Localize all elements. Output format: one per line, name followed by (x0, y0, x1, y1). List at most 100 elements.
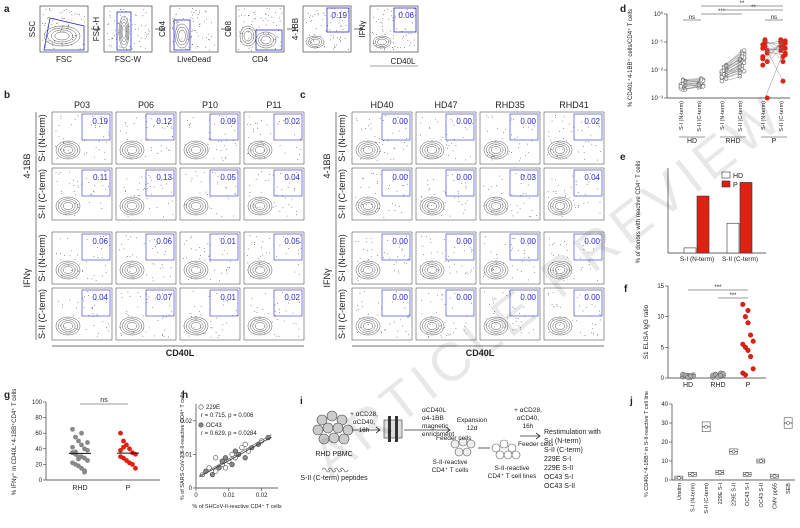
event-dot (445, 144, 447, 146)
cell-icon (466, 439, 476, 449)
event-dot (77, 181, 78, 183)
density-contour (424, 200, 440, 212)
event-dot (146, 198, 148, 199)
event-dot (98, 140, 100, 142)
event-dot (222, 159, 224, 161)
significance-label: ns (771, 15, 777, 21)
event-dot (379, 118, 381, 119)
data-point (242, 455, 248, 461)
data-point (239, 445, 245, 451)
event-dot (512, 323, 514, 325)
event-dot (579, 294, 581, 296)
x-tick-label: S-I (N-term) (679, 101, 685, 130)
event-dot (262, 20, 264, 22)
event-dot (105, 235, 107, 236)
event-dot (97, 335, 99, 337)
event-dot (222, 323, 224, 325)
event-dot (298, 253, 299, 254)
event-dot (313, 34, 315, 35)
density-contour (490, 266, 502, 274)
data-point (85, 447, 90, 453)
event-dot (125, 313, 127, 315)
event-dot (85, 329, 87, 330)
event-dot (123, 29, 125, 31)
event-dot (288, 248, 289, 249)
event-dot (517, 249, 519, 251)
event-dot (171, 128, 173, 129)
event-dot (170, 276, 171, 277)
density-contour (122, 142, 142, 158)
pair-line (682, 80, 702, 82)
event-dot (420, 200, 422, 202)
event-dot (253, 37, 254, 39)
event-dot (67, 27, 69, 29)
density-contour (424, 144, 440, 156)
event-dot (230, 120, 232, 122)
event-dot (492, 197, 494, 199)
event-dot (310, 43, 311, 45)
x-tick-label: S-I (N-term) (680, 256, 714, 263)
event-dot (314, 14, 316, 15)
event-dot (393, 264, 395, 265)
flow-arrow (520, 432, 541, 440)
gate (273, 233, 303, 261)
event-dot (156, 244, 158, 245)
enrichment-label: enrichment (422, 431, 454, 438)
significance-label: *** (714, 285, 722, 291)
density-contour (486, 262, 506, 278)
event-dot (62, 306, 63, 308)
event-dot (77, 186, 79, 188)
event-dot (114, 30, 116, 31)
event-dot (117, 23, 119, 24)
event-dot (585, 241, 587, 242)
y-tick-label: 100 (32, 400, 43, 406)
event-dot (208, 150, 209, 152)
density-contour (183, 260, 209, 280)
event-dot (82, 271, 84, 272)
event-dot (574, 204, 575, 206)
event-dot (170, 119, 172, 121)
event-dot (190, 313, 192, 314)
event-dot (45, 44, 47, 46)
event-dot (407, 316, 409, 318)
density-contour (118, 15, 130, 49)
gate (173, 19, 191, 51)
event-dot (564, 316, 566, 318)
event-dot (100, 236, 102, 238)
event-dot (294, 271, 296, 273)
event-dot (370, 256, 372, 258)
event-dot (422, 117, 423, 118)
density-contour (43, 25, 81, 47)
event-dot (371, 172, 373, 174)
event-dot (147, 138, 149, 140)
expansion-label: Expansion (457, 417, 488, 424)
density-contour (552, 200, 568, 212)
event-dot (399, 206, 400, 207)
density-contour (547, 260, 573, 280)
event-dot (143, 243, 145, 244)
event-dot (523, 306, 525, 308)
data-point (676, 476, 681, 480)
event-dot (556, 270, 558, 272)
density-contour (419, 140, 445, 160)
event-dot (248, 14, 250, 16)
event-dot (74, 34, 76, 36)
gate-frequency: 0.00 (584, 237, 600, 246)
event-dot (99, 126, 100, 127)
event-dot (61, 28, 62, 30)
event-dot (209, 138, 211, 140)
event-dot (168, 124, 169, 125)
event-dot (560, 273, 562, 275)
event-dot (251, 150, 252, 152)
flow-arrow (352, 426, 381, 434)
event-dot (471, 302, 472, 304)
event-dot (505, 128, 507, 130)
group-label: P (772, 138, 777, 145)
event-dot (340, 37, 341, 38)
event-dot (63, 10, 65, 11)
event-dot (331, 8, 332, 9)
event-dot (135, 15, 137, 16)
